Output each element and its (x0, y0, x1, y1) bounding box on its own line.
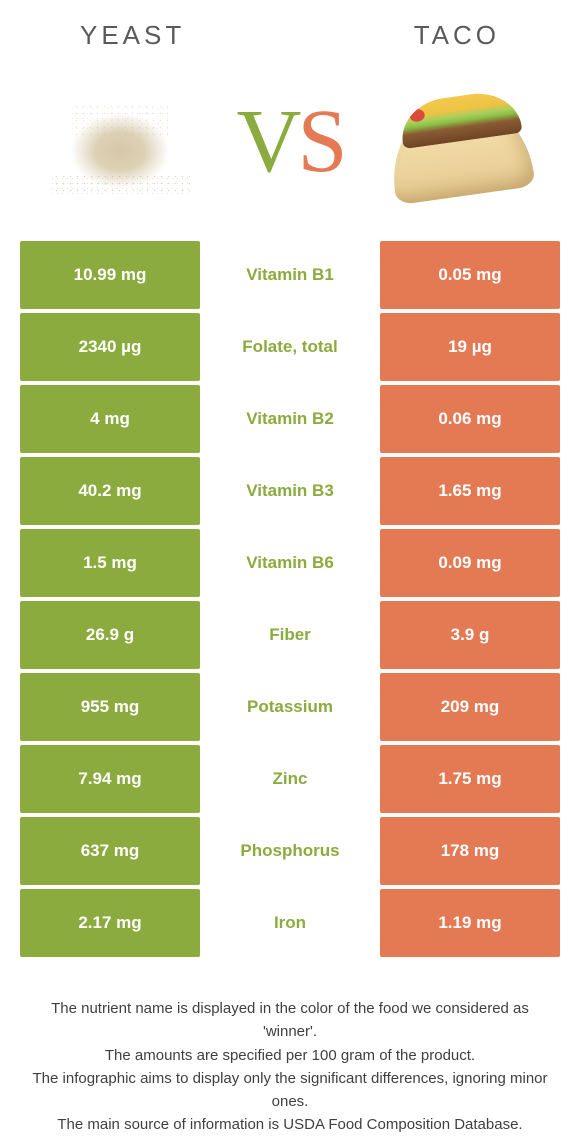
comparison-table: 10.99 mgVitamin B10.05 mg2340 µgFolate, … (20, 241, 560, 957)
table-row: 2340 µgFolate, total19 µg (20, 313, 560, 381)
cell-nutrient-label: Vitamin B3 (200, 457, 380, 525)
cell-yeast-value: 26.9 g (20, 601, 200, 669)
cell-nutrient-label: Vitamin B2 (200, 385, 380, 453)
footer-line: The main source of information is USDA F… (30, 1113, 550, 1136)
table-row: 4 mgVitamin B20.06 mg (20, 385, 560, 453)
cell-nutrient-label: Iron (200, 889, 380, 957)
cell-yeast-value: 637 mg (20, 817, 200, 885)
yeast-pile-icon (60, 91, 180, 191)
cell-nutrient-label: Phosphorus (200, 817, 380, 885)
cell-taco-value: 178 mg (380, 817, 560, 885)
table-row: 26.9 gFiber3.9 g (20, 601, 560, 669)
cell-taco-value: 0.06 mg (380, 385, 560, 453)
footer-notes: The nutrient name is displayed in the co… (0, 961, 580, 1137)
table-row: 40.2 mgVitamin B31.65 mg (20, 457, 560, 525)
taco-icon (385, 86, 535, 196)
cell-nutrient-label: Zinc (200, 745, 380, 813)
cell-taco-value: 0.05 mg (380, 241, 560, 309)
table-row: 7.94 mgZinc1.75 mg (20, 745, 560, 813)
cell-yeast-value: 7.94 mg (20, 745, 200, 813)
table-row: 1.5 mgVitamin B60.09 mg (20, 529, 560, 597)
footer-line: The amounts are specified per 100 gram o… (30, 1044, 550, 1067)
title-yeast: Yeast (80, 20, 185, 51)
cell-nutrient-label: Fiber (200, 601, 380, 669)
cell-yeast-value: 40.2 mg (20, 457, 200, 525)
cell-taco-value: 0.09 mg (380, 529, 560, 597)
cell-yeast-value: 4 mg (20, 385, 200, 453)
table-row: 637 mgPhosphorus178 mg (20, 817, 560, 885)
title-taco: Taco (414, 20, 500, 51)
cell-taco-value: 1.75 mg (380, 745, 560, 813)
cell-nutrient-label: Vitamin B6 (200, 529, 380, 597)
vs-v: V (236, 90, 297, 193)
header: Yeast Taco (0, 0, 580, 61)
footer-line: The nutrient name is displayed in the co… (30, 997, 550, 1044)
cell-yeast-value: 10.99 mg (20, 241, 200, 309)
yeast-image (40, 71, 200, 211)
cell-taco-value: 1.19 mg (380, 889, 560, 957)
cell-nutrient-label: Vitamin B1 (200, 241, 380, 309)
cell-taco-value: 209 mg (380, 673, 560, 741)
footer-line: The infographic aims to display only the… (30, 1067, 550, 1114)
vs-s: S (297, 90, 343, 193)
table-row: 10.99 mgVitamin B10.05 mg (20, 241, 560, 309)
cell-yeast-value: 2.17 mg (20, 889, 200, 957)
cell-yeast-value: 2340 µg (20, 313, 200, 381)
table-row: 955 mgPotassium209 mg (20, 673, 560, 741)
cell-yeast-value: 1.5 mg (20, 529, 200, 597)
cell-taco-value: 3.9 g (380, 601, 560, 669)
cell-nutrient-label: Folate, total (200, 313, 380, 381)
taco-image (380, 71, 540, 211)
table-row: 2.17 mgIron1.19 mg (20, 889, 560, 957)
vs-row: V S (0, 61, 580, 241)
cell-taco-value: 1.65 mg (380, 457, 560, 525)
cell-taco-value: 19 µg (380, 313, 560, 381)
vs-label: V S (236, 90, 343, 193)
cell-yeast-value: 955 mg (20, 673, 200, 741)
cell-nutrient-label: Potassium (200, 673, 380, 741)
